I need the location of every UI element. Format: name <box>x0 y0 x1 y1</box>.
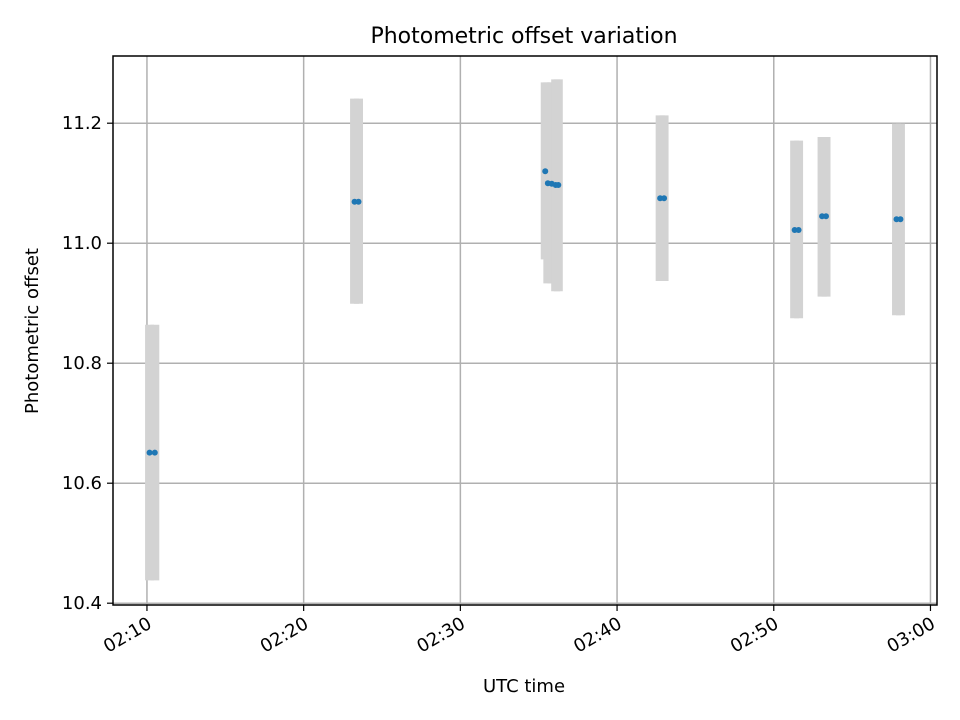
chart-title: Photometric offset variation <box>370 24 677 49</box>
data-point <box>823 213 830 220</box>
errorbar-layer <box>145 79 905 581</box>
x-tick-label: 02:30 <box>413 613 468 657</box>
y-tick-label: 11.0 <box>62 233 102 254</box>
data-point <box>661 195 668 202</box>
data-point <box>151 449 158 456</box>
tick-layer: 10.4 10.6 10.8 11.0 11.2 02:10 02:20 02:30 02:40… <box>62 113 939 657</box>
data-point <box>146 449 153 456</box>
x-tick-label: 02:10 <box>100 613 155 657</box>
y-tick-label: 10.6 <box>62 473 102 494</box>
x-tick-label: 03:00 <box>884 613 939 657</box>
grid-layer <box>113 56 937 605</box>
data-point <box>795 227 802 233</box>
x-tick-label: 02:40 <box>570 613 625 657</box>
data-point <box>355 198 362 205</box>
y-tick-label: 10.4 <box>62 593 102 614</box>
x-tick-label: 02:20 <box>257 613 312 657</box>
x-axis-title: UTC time <box>483 676 565 697</box>
x-tick-label: 02:50 <box>727 613 782 657</box>
data-point <box>897 216 904 223</box>
y-tick-label: 10.8 <box>62 353 102 374</box>
y-tick-label: 11.2 <box>62 113 102 134</box>
data-point <box>555 182 562 188</box>
plot-frame <box>112 55 938 606</box>
y-axis-title: Photometric offset <box>22 248 43 414</box>
data-point <box>542 168 549 175</box>
point-layer <box>146 168 904 456</box>
